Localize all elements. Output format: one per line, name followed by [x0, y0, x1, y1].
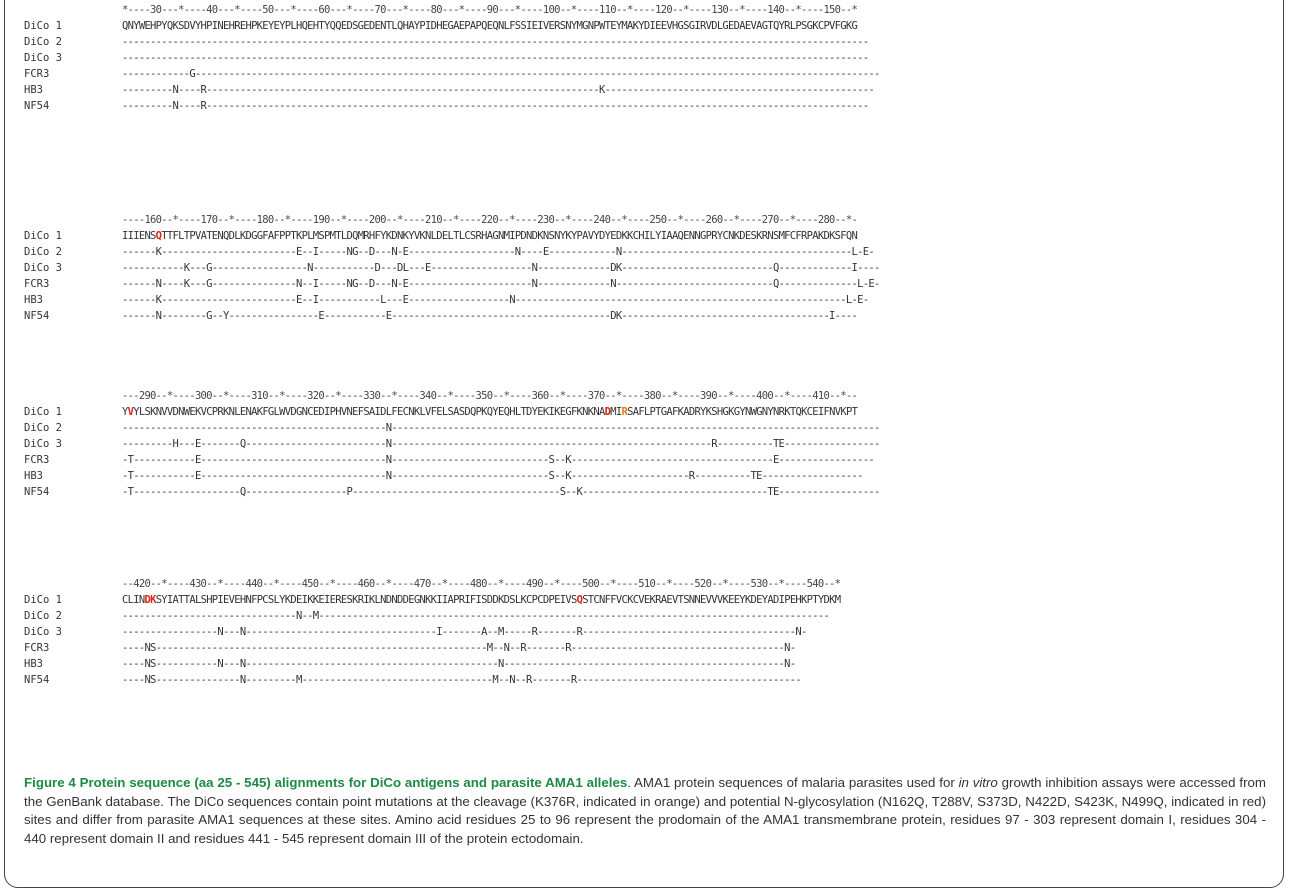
sequence-row: DiCo 2 -------------------------------N--…	[24, 608, 1277, 624]
sequence: ----NS---------------N---------M--------…	[122, 674, 802, 686]
sequence: -------------------------------N--M-----…	[122, 610, 830, 622]
sequence-label: DiCo 2	[24, 610, 62, 622]
position-ruler: ----160--*----170--*----180--*----190--*…	[122, 214, 858, 226]
sequence-label: DiCo 1	[24, 594, 62, 606]
sequence: -----------K---G-----------------N------…	[122, 262, 880, 274]
sequence: ----NS-----------N---N------------------…	[122, 658, 796, 670]
sequence: ----NS----------------------------------…	[122, 642, 796, 654]
sequence-row: DiCo 1 CLINDKSYIATTALSHPIEVEHNFPCSLYKDEIK…	[24, 592, 1277, 608]
sequence-row: DiCo 3 ----------------------------------…	[24, 50, 1277, 66]
sequence-row: DiCo 2 ------K------------------------E--…	[24, 244, 1277, 260]
sequence-label: HB3	[24, 470, 43, 482]
sequence-row: DiCo 1 QNYWEHPYQKSDVYHPINEHREHPKEYEYPLHQE…	[24, 18, 1277, 34]
glycosylation-mutation: D	[604, 406, 611, 418]
sequence: ------------G---------------------------…	[122, 68, 880, 80]
sequence-label: DiCo 3	[24, 52, 62, 64]
sequence-label: HB3	[24, 658, 43, 670]
alignment-block-3: ---290--*----300--*----310--*----320--*-…	[24, 388, 1277, 500]
sequence: YVYLSKNVVDNWEKVCPRKNLENAKFGLWVDGNCEDIPHV…	[122, 406, 858, 418]
sequence-label: FCR3	[24, 278, 50, 290]
sequence: -T-------------------Q------------------…	[122, 486, 880, 498]
sequence-row: FCR3 ------N----K---G---------------N--I-…	[24, 276, 1277, 292]
glycosylation-mutation: Q	[576, 594, 583, 606]
sequence-label: HB3	[24, 84, 43, 96]
sequence-label: NF54	[24, 674, 50, 686]
sequence-label: DiCo 1	[24, 20, 62, 32]
sequence-row: NF54 ---------N----R---------------------…	[24, 98, 1277, 114]
sequence-row: NF54 ------N--------G--Y----------------E…	[24, 308, 1277, 324]
sequence-label: DiCo 2	[24, 246, 62, 258]
sequence: CLINDKSYIATTALSHPIEVEHNFPCSLYKDEIKKEIERE…	[122, 594, 841, 606]
sequence-label: DiCo 1	[24, 230, 62, 242]
sequence: ------K------------------------E--I-----…	[122, 294, 869, 306]
sequence: ----------------------------------------…	[122, 422, 880, 434]
sequence-label: DiCo 3	[24, 438, 62, 450]
sequence-row: NF54 -T-------------------Q--------------…	[24, 484, 1277, 500]
figure-caption: Figure 4 Protein sequence (aa 25 - 545) …	[24, 775, 1266, 846]
sequence-row: HB3 -T-----------E-----------------------…	[24, 468, 1277, 484]
sequence-label: HB3	[24, 294, 43, 306]
sequence: -T-----------E--------------------------…	[122, 470, 863, 482]
position-ruler: ---290--*----300--*----310--*----320--*-…	[122, 390, 858, 402]
sequence: ---------N----R-------------------------…	[122, 100, 869, 112]
sequence-label: DiCo 1	[24, 406, 62, 418]
sequence: ---------N----R-------------------------…	[122, 84, 875, 96]
sequence: ------N--------G--Y----------------E----…	[122, 310, 858, 322]
sequence-row: DiCo 1 IIIENSQTTFLTPVATENQDLKDGGFAFPPTKPL…	[24, 228, 1277, 244]
sequence-row: FCR3 ------------G-----------------------…	[24, 66, 1277, 82]
alignment-block-2: ----160--*----170--*----180--*----190--*…	[24, 212, 1277, 324]
sequence-label: DiCo 2	[24, 422, 62, 434]
sequence-row: HB3 ----NS-----------N---N---------------…	[24, 656, 1277, 672]
cleavage-mutation: R	[621, 406, 628, 418]
sequence: ------K------------------------E--I-----…	[122, 246, 875, 258]
figure-title: Figure 4 Protein sequence (aa 25 - 545) …	[24, 775, 628, 790]
sequence: ---------H---E-------Q------------------…	[122, 438, 880, 450]
sequence-label: FCR3	[24, 642, 50, 654]
sequence: ----------------------------------------…	[122, 36, 869, 48]
sequence-label: DiCo 3	[24, 262, 62, 274]
sequence-label: NF54	[24, 100, 50, 112]
figure-frame	[4, 0, 1284, 888]
alignment-block-4: --420--*----430--*----440--*----450--*--…	[24, 576, 1277, 688]
sequence-label: FCR3	[24, 68, 50, 80]
sequence: -----------------N---N------------------…	[122, 626, 807, 638]
glycosylation-mutation: V	[127, 406, 134, 418]
sequence-label: FCR3	[24, 454, 50, 466]
sequence-row: DiCo 1 YVYLSKNVVDNWEKVCPRKNLENAKFGLWVDGNC…	[24, 404, 1277, 420]
position-ruler: --420--*----430--*----440--*----450--*--…	[122, 578, 841, 590]
sequence-label: NF54	[24, 310, 50, 322]
sequence-row: FCR3 ----NS------------------------------…	[24, 640, 1277, 656]
sequence-row: DiCo 3 ---------H---E-------Q------------…	[24, 436, 1277, 452]
sequence: IIIENSQTTFLTPVATENQDLKDGGFAFPPTKPLMSPMTL…	[122, 230, 858, 242]
sequence-row: HB3 ---------N----R----------------------…	[24, 82, 1277, 98]
sequence-label: NF54	[24, 486, 50, 498]
position-ruler: *----30---*----40---*----50---*----60---…	[122, 4, 858, 16]
sequence-row: HB3 ------K------------------------E--I--…	[24, 292, 1277, 308]
sequence-row: NF54 ----NS---------------N---------M----…	[24, 672, 1277, 688]
sequence-row: DiCo 2 ----------------------------------…	[24, 34, 1277, 50]
sequence: -T-----------E--------------------------…	[122, 454, 875, 466]
sequence-row: FCR3 -T-----------E----------------------…	[24, 452, 1277, 468]
sequence-label: DiCo 2	[24, 36, 62, 48]
sequence: QNYWEHPYQKSDVYHPINEHREHPKEYEYPLHQEHTYQQE…	[122, 20, 858, 32]
sequence: ----------------------------------------…	[122, 52, 869, 64]
glycosylation-mutation: DK	[144, 594, 156, 606]
sequence-row: DiCo 2 ----------------------------------…	[24, 420, 1277, 436]
sequence-label: DiCo 3	[24, 626, 62, 638]
sequence: ------N----K---G---------------N--I-----…	[122, 278, 880, 290]
alignment-block-1: *----30---*----40---*----50---*----60---…	[24, 2, 1277, 114]
sequence-row: DiCo 3 -----------------N---N------------…	[24, 624, 1277, 640]
sequence-row: DiCo 3 -----------K---G-----------------N…	[24, 260, 1277, 276]
glycosylation-mutation: Q	[155, 230, 162, 242]
